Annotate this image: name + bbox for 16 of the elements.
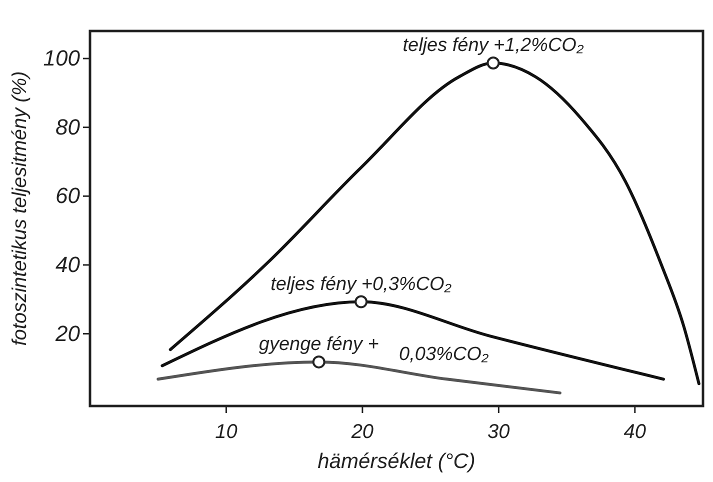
y-tick-label: 20 [54,320,81,346]
x-axis-title: hämérséklet (°C) [318,450,476,473]
point [486,56,500,70]
y-tick-label: 80 [56,114,81,140]
y-axis-title: fotoszintetikus teljesitmény (%) [9,71,31,346]
x-tick-label: 10 [215,421,238,443]
y-tick-label: 40 [56,252,81,277]
x-tick-label: 30 [488,421,510,443]
annotation: gyenge fény + 0,03%CO₂ [258,334,490,365]
x-tick-label: 40 [624,421,646,443]
x-tick-label: 20 [350,421,374,443]
y-tick-label: 60 [56,183,81,208]
annotation: teljes fény +0,3%CO₂ [270,274,452,295]
annotation: teljes fény +1,2%CO₂ [402,34,584,56]
point [354,295,368,308]
y-tick-label: 100 [43,46,81,71]
